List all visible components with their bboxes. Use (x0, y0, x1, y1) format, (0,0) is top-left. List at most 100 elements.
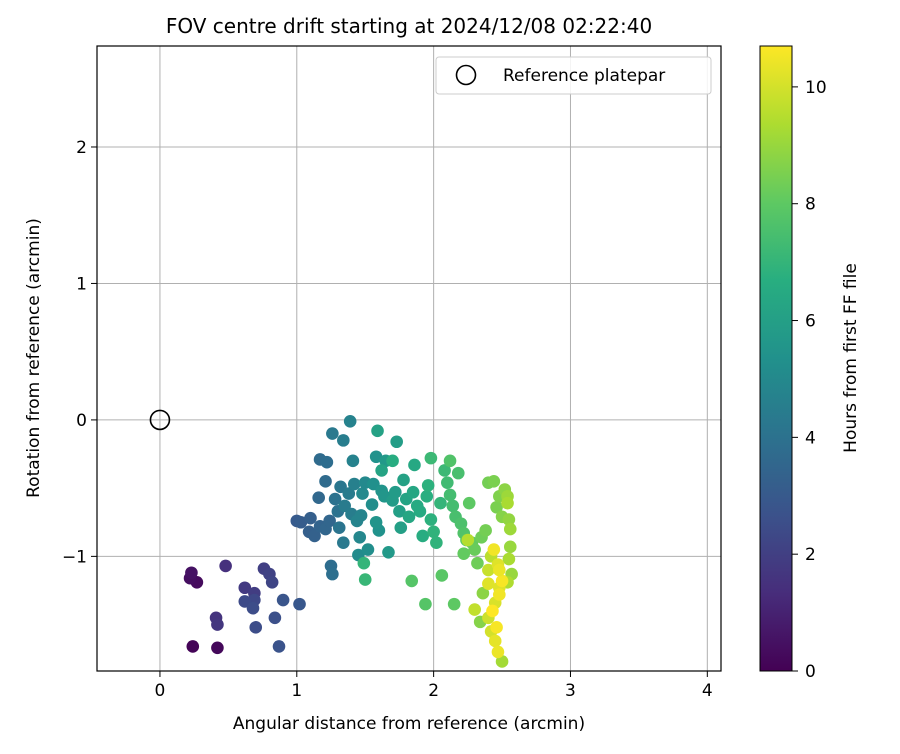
x-tick-label: 0 (155, 681, 166, 701)
grid-lines (97, 46, 721, 671)
data-point (427, 525, 440, 539)
data-point (490, 621, 503, 634)
data-point (371, 424, 384, 438)
data-point (294, 515, 308, 529)
data-point (468, 603, 481, 616)
data-point (347, 477, 361, 491)
data-point (491, 645, 505, 659)
legend-box (435, 56, 712, 95)
data-point (369, 515, 383, 529)
reference-platepar-marker (149, 409, 171, 431)
colorbar-tick-label: 8 (805, 195, 816, 215)
data-point (353, 530, 367, 544)
data-point (424, 451, 438, 465)
colorbar-tick-label: 4 (805, 428, 816, 448)
data-point (461, 533, 475, 547)
data-point (186, 640, 200, 653)
data-point (320, 455, 334, 469)
data-point (219, 559, 232, 573)
data-point (487, 543, 501, 556)
data-point (457, 547, 471, 560)
data-point (495, 574, 509, 588)
y-tick-label: 1 (76, 274, 87, 294)
colorbar-tick-label: 6 (805, 312, 816, 332)
data-point (308, 529, 321, 543)
data-point (343, 414, 357, 428)
data-point (502, 513, 516, 526)
data-point (493, 588, 506, 601)
data-point (304, 511, 317, 525)
data-point (365, 498, 379, 511)
data-point (375, 464, 388, 477)
data-point (249, 621, 263, 634)
data-point (454, 517, 468, 530)
data-point (397, 473, 410, 487)
data-point (312, 491, 325, 504)
colorbar-ticks: 0 2 4 6 8 10 (792, 78, 827, 682)
data-point (293, 597, 306, 611)
data-point (246, 601, 260, 615)
data-point (447, 597, 461, 611)
x-tick-label: 1 (291, 681, 302, 701)
data-point (502, 552, 516, 566)
x-axis-label: Angular distance from reference (arcmin) (233, 714, 585, 734)
data-point (393, 505, 406, 518)
data-point (358, 573, 372, 586)
data-point (394, 521, 408, 535)
data-point (326, 567, 339, 581)
data-point (413, 505, 427, 518)
axis-ticks: 0 1 2 3 4 −1 0 1 2 (62, 138, 713, 701)
data-point (265, 575, 279, 589)
data-point (435, 569, 449, 582)
y-tick-label: 2 (76, 138, 87, 158)
data-point (402, 510, 416, 524)
data-point (495, 655, 509, 668)
data-point (493, 563, 506, 577)
data-point (421, 479, 435, 492)
data-point (369, 450, 383, 464)
data-point (479, 524, 492, 537)
x-tick-label: 3 (565, 681, 576, 701)
data-point (482, 563, 495, 577)
data-point (337, 434, 350, 447)
y-axis-label: Rotation from reference (arcmin) (24, 218, 44, 498)
data-point (486, 604, 499, 618)
data-point (346, 454, 360, 468)
data-point (416, 529, 429, 543)
data-point (471, 556, 484, 570)
data-point (443, 488, 457, 502)
data-point (272, 640, 286, 653)
data-point (328, 492, 342, 506)
data-point (501, 496, 514, 510)
data-points (183, 414, 518, 668)
data-point (490, 500, 503, 514)
colorbar-tick-label: 2 (805, 545, 816, 565)
data-point (337, 536, 350, 550)
data-point (406, 485, 420, 499)
legend: Reference platepar (435, 56, 712, 95)
data-point (211, 618, 224, 631)
data-point (424, 513, 438, 526)
data-point (462, 496, 476, 510)
data-point (430, 536, 443, 550)
data-point (487, 475, 501, 488)
data-point (503, 522, 517, 536)
data-point (319, 475, 332, 488)
data-point (446, 499, 460, 513)
colorbar-label: Hours from first FF file (841, 263, 861, 453)
data-point (332, 521, 346, 535)
data-point (354, 509, 368, 522)
plot-area-frame (96, 45, 722, 672)
data-point (357, 556, 371, 570)
data-point (441, 476, 454, 489)
data-point (323, 514, 336, 528)
data-point (488, 634, 502, 648)
chart-title: FOV centre drift starting at 2024/12/08 … (166, 14, 652, 38)
data-point (326, 427, 339, 440)
x-tick-label: 2 (428, 681, 439, 701)
data-point (185, 566, 198, 580)
data-point (386, 454, 399, 468)
data-point (382, 545, 395, 559)
legend-reference-icon (455, 64, 477, 86)
